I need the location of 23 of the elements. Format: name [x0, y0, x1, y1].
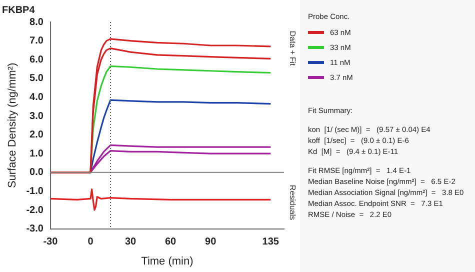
y-tick-label: 0.0: [30, 167, 44, 178]
y-tick-label: -1.0: [26, 186, 44, 197]
y-axis-title: Surface Density (ng/mm²): [6, 62, 19, 188]
y-tick-label: 3.0: [30, 110, 44, 122]
x-tick-label: 135: [262, 236, 280, 248]
chart-title: FKBP4: [2, 4, 36, 16]
x-tick-label: -30: [43, 236, 58, 248]
y-tick-label: -3.0: [26, 224, 44, 235]
y-tick-label: 6.0: [30, 54, 44, 66]
text: Data + Fit: [288, 30, 297, 67]
y-tick-label: 1.0: [30, 148, 44, 160]
x-tick-label: 0: [88, 236, 94, 248]
y-tick-label: 8.0: [30, 16, 44, 28]
y-tick-label: 2.0: [30, 130, 44, 141]
y-tick-label: 7.0: [30, 36, 44, 47]
text: Residuals: [288, 184, 297, 220]
y-tick-label: -2.0: [26, 204, 44, 216]
x-axis-title: Time (min): [141, 255, 194, 268]
x-tick-label: 90: [205, 236, 217, 248]
x-tick-label: 30: [124, 236, 137, 248]
y-tick-label: 4.0: [30, 92, 44, 103]
x-tick-label: 60: [164, 236, 177, 248]
y-tick-label: 5.0: [30, 73, 44, 84]
